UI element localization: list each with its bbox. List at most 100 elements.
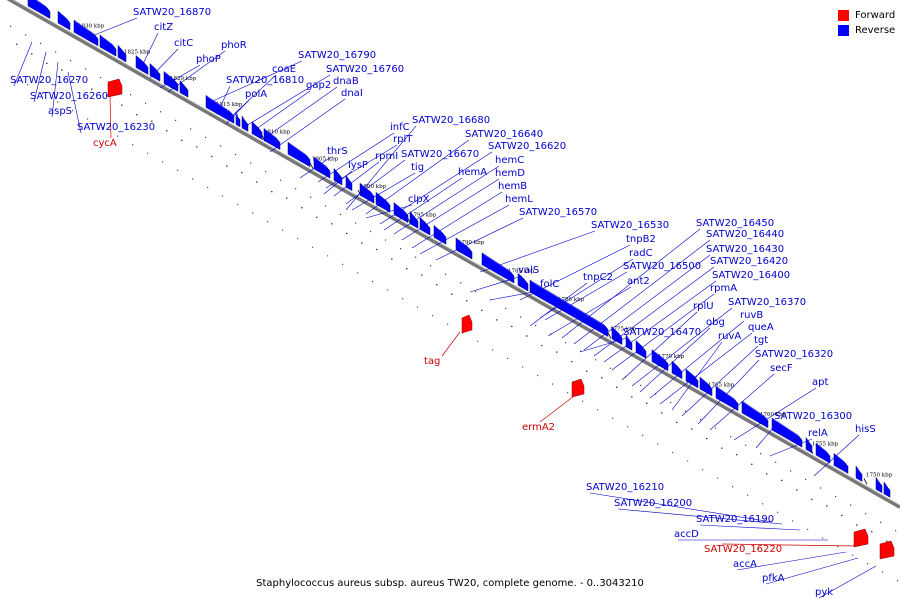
reverse-gene-label: queA [748, 322, 774, 333]
reverse-label-leader [383, 177, 463, 231]
reverse-label-leader [813, 434, 860, 477]
guide-dot [721, 447, 723, 449]
reverse-label-leader [231, 74, 277, 117]
guide-dot [451, 293, 453, 295]
reverse-gene-arrow [375, 191, 391, 213]
reverse-label-leader [617, 508, 783, 525]
reverse-label-leader [539, 258, 634, 319]
reverse-gene-arrow [635, 339, 647, 359]
reverse-gene-arrow [875, 476, 883, 494]
guide-dot [751, 463, 753, 465]
scale-tick [863, 478, 868, 485]
reverse-gene-label: clpX [408, 194, 430, 205]
reverse-gene-label: SATW20_16320 [755, 349, 833, 360]
reverse-label-leader [699, 524, 801, 531]
reverse-label-leader [603, 280, 717, 363]
forward-label-leader [109, 95, 112, 139]
guide-dot [475, 290, 477, 292]
guide-dot [241, 171, 243, 174]
reverse-label-leader [561, 228, 701, 339]
guide-dot [342, 263, 344, 265]
guide-dot [747, 494, 749, 496]
guide-dot [880, 521, 882, 523]
reverse-label-leader [419, 204, 510, 255]
reverse-label-leader [299, 156, 332, 179]
reverse-label-leader [251, 90, 311, 133]
reverse-gene-label: SATW20_16370 [728, 297, 806, 308]
reverse-gene-arrow [883, 480, 891, 498]
guide-dot [537, 374, 539, 377]
guide-dot [162, 161, 164, 163]
guide-dot [205, 136, 207, 139]
reverse-gene-label: coaE [272, 64, 296, 75]
reverse-gene-highlight [816, 443, 828, 454]
reverse-label-leader [217, 85, 231, 113]
guide-dot [57, 101, 59, 103]
guide-dot [745, 444, 747, 446]
guide-dot [700, 419, 702, 421]
reverse-gene-highlight [58, 11, 68, 20]
guide-dot [406, 268, 408, 270]
reverse-gene-label: hemL [505, 194, 533, 205]
reverse-gene-arrow [805, 436, 813, 454]
guide-dot [325, 205, 327, 207]
guide-dot [897, 580, 899, 582]
reverse-label-leader [401, 178, 500, 241]
guide-dot [580, 350, 582, 352]
reverse-gene-label: ruvB [740, 310, 763, 321]
reverse-label-leader [205, 60, 303, 105]
reverse-gene-arrow [771, 417, 803, 448]
guide-dot [117, 135, 119, 137]
scale-tick-label: 1795 kbp [410, 213, 437, 219]
reverse-gene-label: SATW20_16260 [30, 91, 108, 102]
guide-dot [715, 427, 717, 429]
scale-tick-label: 1805 kbp [312, 157, 339, 163]
guide-dot [25, 34, 27, 36]
guide-dot [357, 272, 359, 274]
reverse-gene-arrow [345, 174, 353, 192]
reverse-gene-label: SATW20_16530 [591, 220, 669, 231]
reverse-gene-label: SATW20_16300 [774, 411, 852, 422]
guide-dot [492, 349, 494, 351]
reverse-label-leader [593, 266, 715, 357]
guide-dot [301, 207, 303, 209]
legend-forward-label: Forward [855, 10, 896, 21]
guide-dot [867, 563, 869, 565]
guide-dot [687, 460, 689, 462]
guide-dot [196, 146, 198, 148]
guide-dot [252, 212, 254, 214]
reverse-label-leader [365, 204, 413, 219]
guide-dot [297, 238, 299, 240]
guide-dot [627, 426, 629, 428]
guide-dot [91, 88, 93, 90]
reverse-gene-label: SATW20_16440 [706, 229, 784, 240]
guide-dot [835, 495, 837, 498]
guide-dot [256, 181, 258, 183]
guide-dot [181, 139, 183, 141]
guide-dot [811, 498, 813, 501]
scale-tick-label: 1825 kbp [124, 50, 151, 56]
guide-dot [807, 528, 809, 531]
guide-dot [655, 393, 657, 395]
reverse-gene-label: aspS [48, 106, 72, 117]
guide-dot [370, 230, 372, 233]
guide-dot [147, 152, 149, 154]
reverse-gene-label: SATW20_16200 [614, 498, 692, 509]
scale-tick-label: 1770 kbp [658, 354, 685, 360]
legend-forward: Forward [838, 8, 895, 23]
reverse-label-leader [411, 191, 503, 249]
legend-reverse-label: Reverse [855, 25, 896, 36]
reverse-label-leader [769, 438, 813, 457]
reverse-label-leader [149, 48, 179, 79]
reverse-gene-arrow [393, 202, 409, 223]
guide-dot [796, 489, 798, 491]
guide-dot [346, 232, 348, 234]
reverse-label-leader [139, 32, 159, 71]
guide-dot [852, 554, 854, 556]
guide-dot [355, 222, 357, 224]
legend-reverse: Reverse [838, 23, 895, 38]
guide-dot [102, 127, 104, 129]
guide-dot [361, 242, 363, 244]
reverse-gene-highlight [482, 252, 512, 273]
forward-gene-arrow [107, 78, 123, 98]
